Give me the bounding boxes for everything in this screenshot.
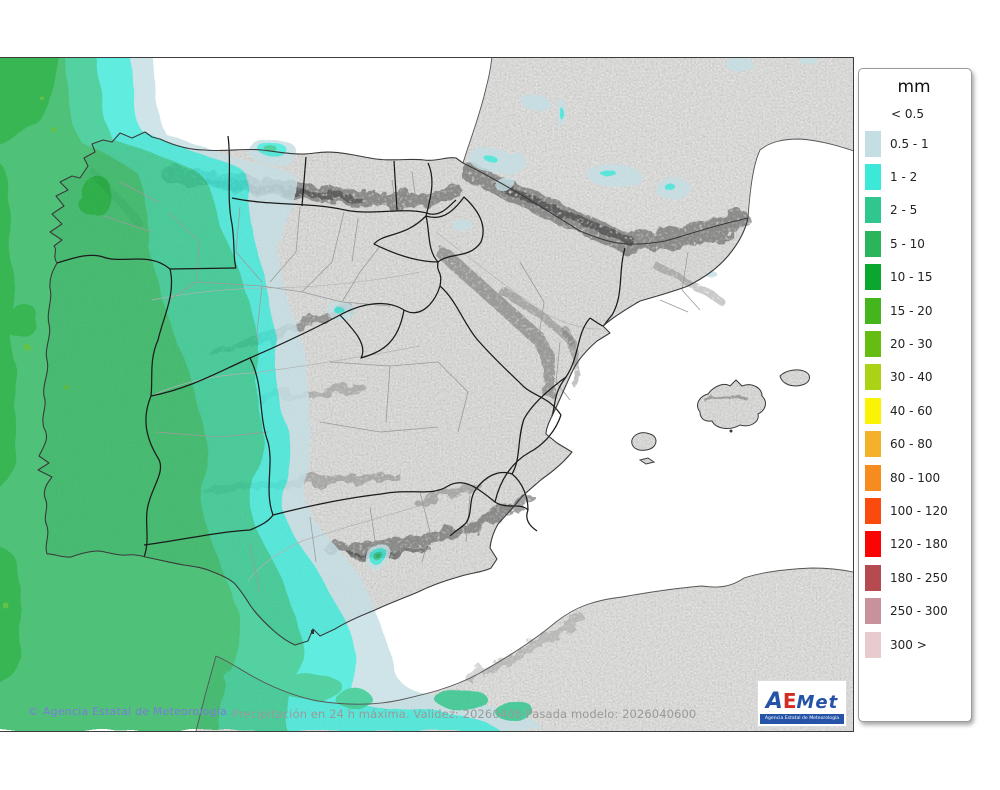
legend-item: 120 - 180 — [865, 528, 971, 561]
legend-color-chip — [865, 431, 881, 458]
model-info-text: Precipitación en 24 h máxima. Validez: 2… — [232, 707, 697, 721]
legend-item-label: 300 > — [890, 637, 927, 652]
legend-item-label: 5 - 10 — [890, 236, 925, 251]
aemet-logo-letter-a: A — [765, 689, 783, 714]
aemet-logo-letters-met: Met — [796, 692, 839, 713]
legend-item: 80 - 100 — [865, 461, 971, 494]
province-borders — [103, 171, 701, 593]
legend-item-label: 80 - 100 — [890, 470, 941, 485]
legend-item: 180 - 250 — [865, 561, 971, 594]
legend-item-label: 10 - 15 — [890, 270, 933, 285]
legend-item-label: 20 - 30 — [890, 337, 933, 352]
legend-color-chip — [865, 564, 881, 591]
legend-item-label: 180 - 250 — [890, 570, 948, 585]
mallorca-island — [697, 380, 766, 429]
legend-item-label: 0.5 - 1 — [890, 136, 929, 151]
legend-item-label: 15 - 20 — [890, 303, 933, 318]
legend-item: 250 - 300 — [865, 594, 971, 627]
legend-panel: mm < 0.5 0.5 - 1 1 - 2 2 - 5 5 - 10 — [858, 68, 972, 722]
legend-item: 300 > — [865, 628, 971, 661]
legend-item: 100 - 120 — [865, 494, 971, 527]
legend-item-label: 1 - 2 — [890, 170, 918, 185]
legend-color-chip — [865, 130, 881, 157]
legend-color-chip — [865, 598, 881, 625]
aemet-logo-caption: Agencia Estatal de Meteorología — [760, 714, 844, 724]
legend-item: 1 - 2 — [865, 160, 971, 193]
legend-item: 40 - 60 — [865, 394, 971, 427]
legend-item: 10 - 15 — [865, 261, 971, 294]
coastlines — [37, 58, 853, 731]
legend-color-chip — [865, 531, 881, 558]
legend-color-chip — [865, 230, 881, 257]
legend-color-chip — [865, 464, 881, 491]
legend-item-label: 30 - 40 — [890, 370, 933, 385]
legend-item: 5 - 10 — [865, 227, 971, 260]
aemet-logo-letter-e: E — [782, 689, 797, 713]
legend-item: 2 - 5 — [865, 194, 971, 227]
precip-spots-teal-africa — [227, 143, 535, 721]
legend-item-label: 100 - 120 — [890, 503, 948, 518]
legend-first-label: < 0.5 — [891, 107, 924, 121]
legend-item: 60 - 80 — [865, 428, 971, 461]
legend-item-label: 60 - 80 — [890, 437, 933, 452]
legend-color-chip — [865, 397, 881, 424]
map-svg — [0, 58, 853, 731]
legend-title: mm — [897, 77, 931, 97]
precipitation-map — [0, 57, 854, 732]
legend-color-chip — [865, 364, 881, 391]
legend-item-label: 2 - 5 — [890, 203, 918, 218]
menorca-island — [780, 369, 810, 386]
legend-item: 30 - 40 — [865, 361, 971, 394]
aemet-logo: A E Met Agencia Estatal de Meteorología — [757, 680, 847, 727]
legend-color-chip — [865, 331, 881, 358]
legend-color-chip — [865, 264, 881, 291]
copyright-text: © Agencia Estatal de Meteorología — [28, 705, 227, 718]
legend-color-chip — [865, 164, 881, 191]
legend-color-chip — [865, 197, 881, 224]
legend-items: 0.5 - 1 1 - 2 2 - 5 5 - 10 10 - 15 — [865, 127, 971, 661]
region-borders — [56, 135, 626, 558]
legend-color-chip — [865, 497, 881, 524]
legend-item-label: 120 - 180 — [890, 537, 948, 552]
legend-item: 20 - 30 — [865, 327, 971, 360]
aemet-logo-word: A E Met — [766, 691, 838, 713]
legend-color-chip — [865, 297, 881, 324]
legend-color-chip — [865, 631, 881, 658]
legend-item-label: 250 - 300 — [890, 604, 948, 619]
precip-band-5-10 — [0, 58, 240, 731]
precip-patches-10-15 — [0, 58, 112, 683]
precip-spot-sierra-nevada — [364, 542, 392, 570]
legend-item-label: 40 - 60 — [890, 403, 933, 418]
legend-item: 15 - 20 — [865, 294, 971, 327]
ibiza-island — [631, 432, 656, 451]
precip-specks-15-20 — [5, 94, 71, 611]
legend-item: 0.5 - 1 — [865, 127, 971, 160]
